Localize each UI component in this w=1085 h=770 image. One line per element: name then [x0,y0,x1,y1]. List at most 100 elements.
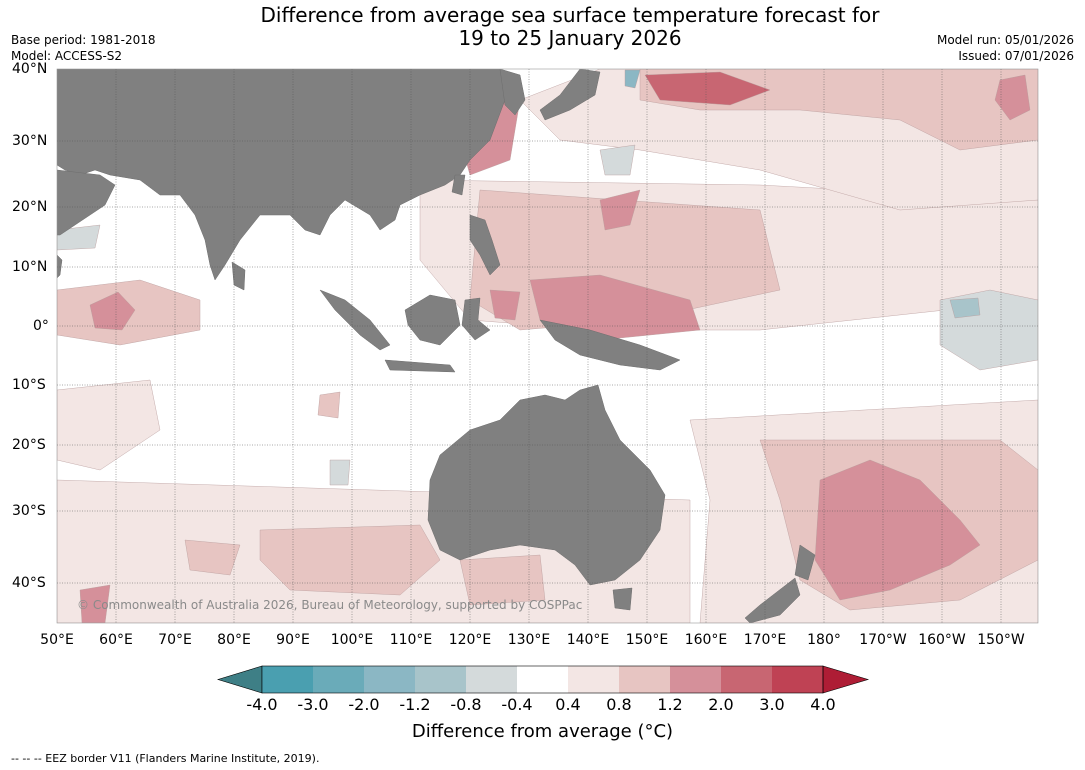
anomaly-region-cool [329,459,351,486]
map-frame [56,68,1039,624]
lon-label: 100°E [330,632,374,648]
lat-label: 40°S [12,575,46,591]
colorbar-swatch [262,666,313,693]
colorbar-tick-label: 3.0 [759,695,785,714]
colorbar-tick-label: -4.0 [246,695,278,714]
colorbar-swatch [670,666,721,693]
colorbar-tick-label: 2.0 [708,695,734,714]
lon-label: 140°E [566,632,610,648]
land-taiwan [451,174,466,196]
lon-label: 60°E [99,632,133,648]
anomaly-region-warm [459,554,546,606]
colorbar-frame [261,665,824,694]
map-area [57,69,1038,623]
colorbar-tick-label: 1.2 [657,695,683,714]
colorbar-swatch [568,666,619,693]
colorbar-extend-low [216,665,263,694]
land-africa-horn [57,254,63,279]
lon-label: 80°E [217,632,251,648]
lon-label: 120°E [448,632,492,648]
land-java [384,359,456,373]
colorbar [216,665,870,694]
colorbar-swatch [313,666,364,693]
colorbar-tick-label: -3.0 [297,695,329,714]
colorbar-title: Difference from average (°C) [411,721,674,742]
lat-label: 0° [33,318,49,334]
meta-right: Model run: 05/01/2026 Issued: 07/01/2026 [937,32,1074,64]
anomaly-region-warm [57,379,161,471]
anomaly-region-warm [994,74,1031,121]
land-tasmania [612,587,633,611]
colorbar-swatch [415,666,466,693]
colorbar-tick-label: -1.2 [399,695,431,714]
lon-label: 150°W [977,632,1025,648]
land-philippines [469,214,501,276]
anomaly-region-warm [79,584,111,623]
lat-label: 10°N [12,259,48,275]
model-name: Model: ACCESS-S2 [11,49,123,63]
land-korea [499,69,526,116]
lat-label: 30°N [12,133,48,149]
anomaly-region-warm [814,459,981,601]
lon-label: 180° [807,632,841,648]
lon-label: 70°E [158,632,192,648]
land-new-guinea [539,319,681,371]
graticule [57,69,1038,623]
land-arabia [57,169,116,236]
lon-label: 90°E [276,632,310,648]
lat-label: 20°N [12,199,48,215]
lon-label: 160°E [684,632,728,648]
colorbar-tick-label: 0.4 [555,695,581,714]
anomaly-region-warm [317,391,341,419]
colorbar-swatch [772,666,823,693]
anomaly-region-warm [644,71,771,106]
title-line-1: Difference from average sea surface temp… [260,3,880,27]
land-australia [427,384,666,586]
model-run: Model run: 05/01/2026 [936,33,1074,47]
land-sulawesi [461,297,491,341]
colorbar-tick-label: -0.8 [450,695,482,714]
land-japan [539,69,601,121]
colorbar-tick-label: 4.0 [810,695,836,714]
anomaly-region-cool [949,297,981,319]
issued-date: Issued: 07/01/2026 [958,49,1074,63]
anomaly-region-warm [489,289,521,321]
lon-label: 110°E [389,632,433,648]
land-borneo [404,294,461,346]
meta-left: Base period: 1981-2018 Model: ACCESS-S2 [11,32,156,64]
base-period: Base period: 1981-2018 [11,33,156,47]
land-sumatra [319,289,391,351]
copyright-notice: © Commonwealth of Australia 2026, Bureau… [77,598,583,612]
anomaly-region-warm [599,189,641,231]
anomaly-region-warm [259,524,441,596]
colorbar-tick-label: -0.4 [501,695,533,714]
lon-label: 50°E [40,632,74,648]
colorbar-tick-label: -2.0 [348,695,380,714]
land-new-zealand-north [794,544,816,581]
colorbar-extend-high [822,665,870,694]
lon-label: 130°E [507,632,551,648]
colorbar-swatch [364,666,415,693]
land [57,69,816,623]
anomaly-region-cool [599,144,636,176]
anomaly-shading [57,69,1038,623]
colorbar-swatch [517,666,568,693]
lon-label: 170°W [859,632,907,648]
colorbar-swatch [466,666,517,693]
title-line-2: 19 to 25 January 2026 [458,26,682,50]
land-new-zealand-south [744,577,801,623]
anomaly-region-warm [89,291,136,331]
lon-label: 170°E [743,632,787,648]
lat-label: 20°S [12,437,46,453]
lat-label: 30°S [12,503,46,519]
colorbar-swatch [619,666,670,693]
land-sri-lanka [231,261,246,291]
anomaly-region-warm [184,539,241,576]
lon-label: 160°W [918,632,966,648]
lat-label: 40°N [12,61,48,77]
chart-title: Difference from average sea surface temp… [200,4,940,50]
anomaly-region-cool [57,224,101,251]
colorbar-swatch [721,666,772,693]
eez-footnote: -- -- -- EEZ border V11 (Flanders Marine… [11,752,320,765]
